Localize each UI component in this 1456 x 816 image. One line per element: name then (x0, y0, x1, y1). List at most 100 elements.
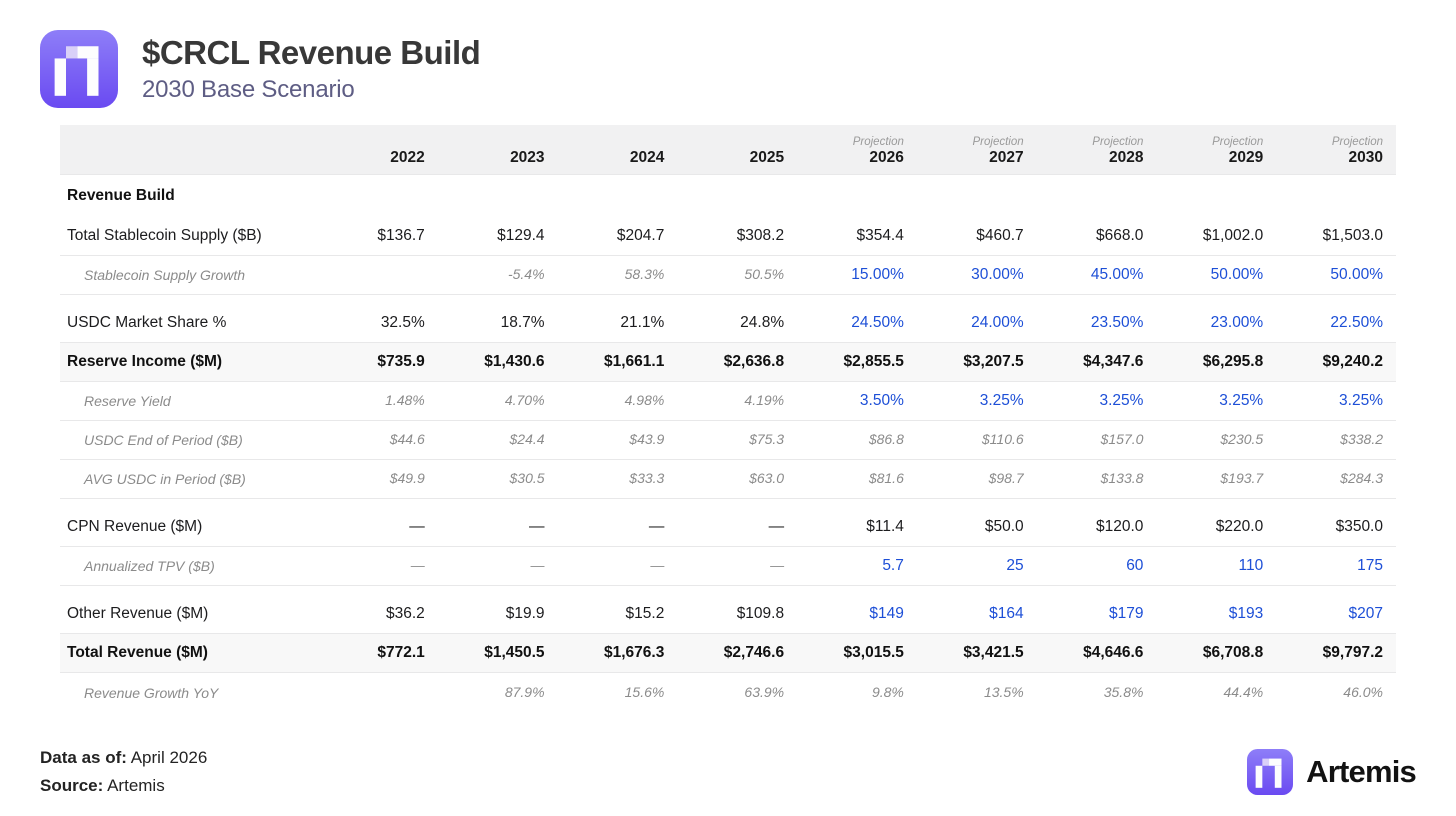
row-label: Annualized TPV ($B) (84, 558, 215, 574)
footer-meta: Data as of: April 2026 Source: Artemis (40, 744, 207, 800)
cell-value: $9,240.2 (1322, 353, 1383, 370)
cell-value: — (529, 518, 545, 535)
cell-value: $735.9 (377, 353, 425, 370)
cell-2023: $1,450.5 (438, 644, 558, 662)
cell-value: 22.50% (1330, 314, 1383, 331)
cell-2028: $668.0 (1037, 227, 1157, 245)
cell-value: $207 (1348, 605, 1383, 622)
cell-value: -5.4% (507, 266, 545, 282)
cell-value: $49.9 (389, 470, 425, 486)
cell-2024: $33.3 (558, 470, 678, 488)
cell-value: 24.8% (740, 314, 785, 331)
cell-2022: $136.7 (318, 227, 438, 245)
year-label: 2027 (989, 149, 1024, 166)
section-gap (60, 295, 1396, 304)
projection-label: Projection (1331, 136, 1383, 148)
cell-2026: $81.6 (797, 470, 917, 488)
cell-value: $230.5 (1220, 431, 1264, 447)
cell-value: — (410, 557, 425, 573)
cell-value: $75.3 (749, 431, 785, 447)
column-header-2028: Projection 2028 (1037, 135, 1157, 167)
cell-value: $33.3 (629, 470, 665, 486)
cell-value: $338.2 (1340, 431, 1383, 447)
cell-value: $284.3 (1340, 470, 1383, 486)
table-row: AVG USDC in Period ($B) $49.9 $30.5 $33.3 $6… (60, 460, 1396, 499)
cell-2028: $157.0 (1037, 431, 1157, 449)
cell-value: 50.5% (744, 266, 785, 282)
cell-value: $204.7 (616, 227, 665, 244)
row-label: Reserve Income ($M) (67, 353, 223, 370)
cell-value: $1,430.6 (484, 353, 545, 370)
year-label: 2026 (869, 149, 904, 166)
cell-2022: $772.1 (318, 644, 438, 662)
page-subtitle: 2030 Base Scenario (142, 75, 355, 103)
cell-2029: 23.00% (1156, 314, 1276, 332)
cell-value: 24.00% (971, 314, 1024, 331)
cell-value: $136.7 (377, 227, 425, 244)
cell-2029: $6,295.8 (1156, 353, 1276, 371)
cell-value: — (768, 518, 785, 535)
cell-2022: $44.6 (318, 431, 438, 449)
cell-value: 4.98% (624, 392, 665, 408)
artemis-brand: Artemis (1247, 749, 1417, 795)
cell-2027: $164 (917, 605, 1037, 623)
row-label: Other Revenue ($M) (67, 605, 209, 622)
cell-2029: $193 (1156, 605, 1276, 623)
cell-2027: 30.00% (917, 266, 1037, 284)
cell-2027: 25 (917, 557, 1037, 575)
cell-2024: $1,661.1 (558, 353, 678, 371)
cell-2026: $3,015.5 (797, 644, 917, 662)
cell-value: $1,450.5 (484, 644, 545, 661)
artemis-logo-icon (40, 30, 118, 108)
cell-2026: 3.50% (797, 392, 917, 410)
cell-value: 3.25% (1099, 392, 1144, 409)
cell-2030: $9,797.2 (1276, 644, 1396, 662)
cell-value: 3.50% (859, 392, 904, 409)
cell-2022: $735.9 (318, 353, 438, 371)
cell-value: 3.25% (1219, 392, 1264, 409)
row-label: Total Revenue ($M) (67, 644, 208, 661)
cell-value: 15.00% (851, 266, 904, 283)
year-label: 2025 (749, 149, 785, 166)
cell-value: $220.0 (1215, 518, 1264, 535)
cell-2023: $30.5 (438, 470, 558, 488)
cell-value: 23.50% (1090, 314, 1144, 331)
cell-2029: 110 (1156, 557, 1276, 575)
cell-value: $193 (1228, 605, 1264, 622)
cell-2030: $350.0 (1276, 518, 1396, 536)
column-header-2030: Projection 2030 (1276, 135, 1396, 167)
cell-2028: $120.0 (1037, 518, 1157, 536)
cell-value: $350.0 (1335, 518, 1383, 535)
cell-2028: 23.50% (1037, 314, 1157, 332)
cell-2025: 63.9% (677, 684, 797, 702)
cell-2024: $204.7 (558, 227, 678, 245)
cell-value: 9.8% (871, 683, 904, 700)
cell-value: — (770, 557, 785, 573)
revenue-table: 2022 2023 2024 2025 Projection 2026 Projection… (60, 125, 1396, 712)
cell-value: 30.00% (971, 266, 1024, 283)
cell-2029: 44.4% (1156, 684, 1276, 702)
row-label: Total Stablecoin Supply ($B) (67, 227, 262, 244)
cell-2026: 9.8% (797, 684, 917, 702)
cell-2023: — (438, 518, 558, 536)
source-label: Source: (40, 776, 104, 795)
cell-value: 50.00% (1330, 266, 1383, 283)
cell-value: $43.9 (629, 431, 665, 447)
cell-2025: 4.19% (677, 392, 797, 410)
cell-value: — (650, 557, 665, 573)
cell-value: 25 (1006, 557, 1024, 574)
cell-2025: — (677, 557, 797, 575)
row-label: AVG USDC in Period ($B) (84, 471, 246, 487)
table-row: Other Revenue ($M) $36.2 $19.9 $15.2 $109.8 $… (60, 595, 1396, 634)
cell-2029: $1,002.0 (1156, 227, 1276, 245)
table-row: Revenue Growth YoY 87.9% 15.6% 63.9% 9.8% 13.… (60, 673, 1396, 712)
row-label: USDC End of Period ($B) (84, 432, 243, 448)
cell-2030: $284.3 (1276, 470, 1396, 488)
cell-value: 4.70% (504, 392, 545, 408)
section-gap (60, 499, 1396, 508)
cell-2026: $149 (797, 605, 917, 623)
cell-2022: 32.5% (318, 314, 438, 332)
year-label: 2024 (629, 149, 665, 166)
cell-2024: 4.98% (558, 392, 678, 410)
